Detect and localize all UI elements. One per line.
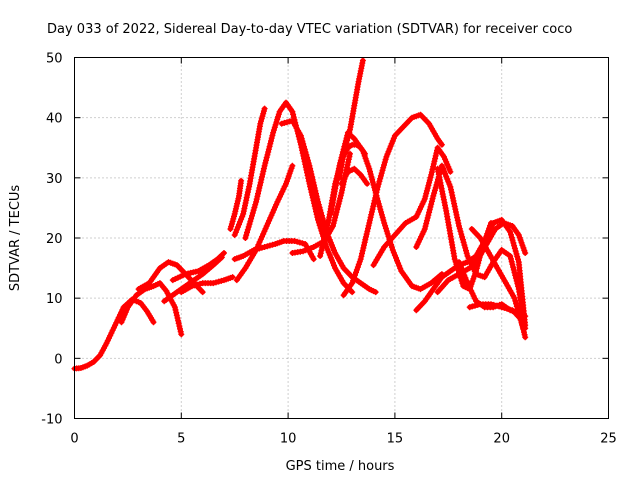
data-layer [71, 57, 529, 372]
x-tick-label: 25 [600, 432, 617, 447]
series-markers [242, 99, 356, 296]
series-markers [178, 274, 236, 296]
series-markers [227, 177, 245, 232]
series-markers [169, 250, 227, 284]
x-tick-label: 15 [387, 432, 404, 447]
x-tick-label: 0 [70, 432, 78, 447]
y-tick-label: 40 [46, 112, 63, 127]
series-arc-26 [468, 226, 527, 332]
chart-title: Day 033 of 2022, Sidereal Day-to-day VTE… [47, 22, 572, 37]
y-tick-label: 0 [54, 352, 62, 367]
ticks-layer: 0 5 10 15 20 25 -10 0 10 20 30 40 50 [41, 52, 617, 447]
series-arc-10 [233, 162, 296, 284]
series-arc-19 [370, 144, 454, 269]
y-tick-label: -10 [41, 413, 62, 428]
x-tick-label: 10 [280, 432, 297, 447]
series-markers [338, 165, 371, 187]
series-arc-5 [169, 250, 227, 284]
series-markers [336, 57, 366, 181]
series-arc-7 [227, 177, 245, 232]
series-markers [233, 162, 296, 284]
series-arc-8 [231, 105, 268, 238]
series-markers [231, 105, 268, 238]
series-markers [370, 144, 454, 269]
series-arc-17 [338, 165, 371, 187]
series-arc-9 [231, 238, 317, 263]
series-markers [468, 226, 527, 332]
y-tick-label: 10 [46, 292, 63, 307]
series-arc-2 [118, 280, 185, 338]
x-axis-title: GPS time / hours [286, 459, 395, 474]
series-arc-12 [278, 117, 379, 296]
series-arc-6 [178, 274, 236, 296]
series-arc-18 [340, 111, 445, 299]
y-tick-label: 50 [46, 52, 63, 67]
series-markers [278, 117, 379, 296]
series-markers [231, 238, 317, 263]
y-tick-label: 30 [46, 172, 63, 187]
x-tick-label: 20 [493, 432, 510, 447]
series-arc-16 [336, 57, 366, 181]
y-tick-label: 20 [46, 232, 63, 247]
y-axis-title: SDTVAR / TECUs [8, 185, 23, 292]
series-markers [340, 111, 445, 299]
x-tick-label: 5 [177, 432, 185, 447]
